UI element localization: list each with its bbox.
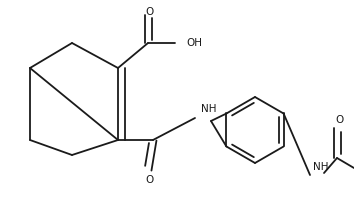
Text: NH: NH xyxy=(201,104,217,114)
Text: O: O xyxy=(335,115,343,125)
Text: NH: NH xyxy=(313,162,329,172)
Text: OH: OH xyxy=(186,38,202,48)
Text: O: O xyxy=(145,175,153,185)
Text: O: O xyxy=(146,7,154,17)
